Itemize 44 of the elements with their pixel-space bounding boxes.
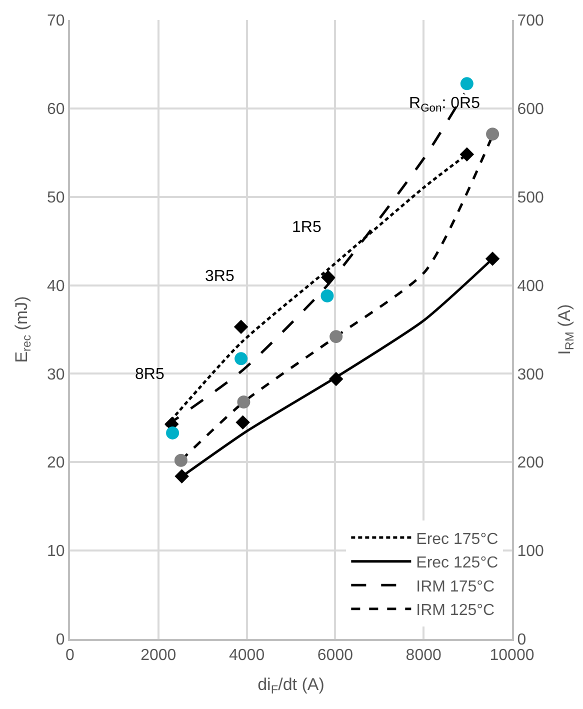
point	[234, 352, 248, 366]
annotation: R$_{Gon}$: 0R5	[409, 95, 480, 114]
y2-tick-label: 500	[517, 189, 544, 206]
point	[166, 426, 180, 440]
y2-tick-label: 600	[517, 101, 544, 118]
y-tick-label: 0	[56, 632, 65, 649]
legend-label: Erec 125°C	[416, 554, 498, 572]
x-tick-label: 8000	[406, 647, 442, 664]
point	[330, 330, 343, 344]
point	[485, 252, 500, 266]
annotation: 1R5	[292, 219, 322, 236]
point	[234, 320, 248, 334]
y-tick-label: 20	[47, 454, 65, 472]
y2-tick-label: 0	[517, 632, 526, 649]
y-tick-label: 10	[47, 543, 65, 560]
point	[320, 289, 334, 302]
point	[460, 77, 474, 90]
legend-label: IRM 125°C	[416, 602, 495, 620]
y-tick-label: 40	[47, 278, 65, 295]
y2-tick-label: 400	[517, 278, 544, 295]
point	[174, 454, 188, 467]
y-tick-label: 50	[47, 189, 65, 206]
legend-label: IRM 175°C	[416, 578, 495, 596]
y2-tick-label: 300	[517, 366, 544, 384]
y2-tick-label: 100	[517, 543, 544, 560]
x-axis-title: di$_{F}$/dt (A)	[258, 675, 324, 697]
annotation: 8R5	[135, 366, 164, 383]
point	[460, 147, 474, 162]
point	[328, 372, 344, 386]
y-tick-label: 70	[47, 12, 65, 30]
y2-tick-label: 700	[517, 12, 544, 30]
annotation: 3R5	[205, 268, 234, 285]
point	[236, 415, 250, 430]
x-tick-label: 10000	[490, 647, 534, 664]
point	[174, 469, 189, 484]
x-tick-label: 6000	[317, 647, 354, 664]
y-tick-label: 30	[47, 366, 65, 384]
point	[486, 128, 500, 141]
y2-tick-label: 200	[517, 454, 544, 472]
legend-label: Erec 175°C	[416, 530, 498, 548]
point	[237, 396, 250, 409]
x-tick-label: 2000	[140, 647, 176, 664]
x-tick-label: 4000	[229, 647, 265, 664]
y-tick-label: 60	[47, 101, 65, 118]
